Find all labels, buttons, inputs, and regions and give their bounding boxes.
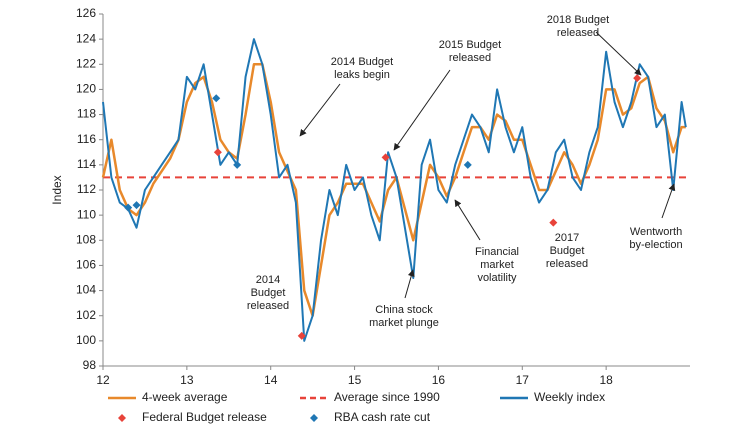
- annotation: released: [546, 258, 588, 270]
- annotation: 2014 Budget: [331, 56, 393, 68]
- legend-label: Average since 1990: [334, 390, 440, 404]
- legend-label: Weekly index: [534, 390, 605, 404]
- series-line: [102, 38, 687, 342]
- annotation: 2014: [256, 274, 280, 286]
- y-tick-label: 102: [76, 308, 96, 322]
- annotation: market plunge: [369, 317, 439, 329]
- annotation: 2018 Budget: [547, 14, 609, 26]
- annotation: China stock: [375, 304, 433, 316]
- marker: [381, 153, 390, 162]
- marker: [463, 160, 472, 169]
- marker: [297, 331, 306, 340]
- annotation: Wentworth: [630, 226, 682, 238]
- x-tick-label: 12: [96, 373, 110, 387]
- y-tick-label: 116: [77, 132, 96, 146]
- marker: [549, 218, 558, 227]
- annotation: Budget: [550, 245, 585, 257]
- marker: [233, 160, 242, 169]
- annotation: market: [480, 259, 514, 271]
- y-axis-label: Index: [50, 175, 64, 204]
- annotation-arrow: [661, 183, 676, 219]
- y-tick-label: 114: [77, 157, 96, 171]
- annotation: Financial: [475, 246, 519, 258]
- y-tick-label: 106: [76, 258, 96, 272]
- y-tick-label: 122: [76, 56, 96, 70]
- annotation-arrow: [299, 83, 341, 137]
- annotation: released: [557, 27, 599, 39]
- marker: [633, 74, 642, 83]
- annotation: released: [449, 52, 491, 64]
- x-tick-label: 13: [180, 373, 194, 387]
- x-tick-label: 15: [348, 373, 362, 387]
- series-line: [101, 63, 686, 317]
- x-tick-label: 14: [264, 373, 278, 387]
- legend-swatch: [118, 414, 126, 422]
- marker: [132, 201, 141, 210]
- y-tick-label: 124: [76, 31, 96, 45]
- y-tick-label: 104: [76, 283, 96, 297]
- annotation: leaks begin: [334, 69, 390, 81]
- y-tick-label: 118: [77, 107, 96, 121]
- y-tick-label: 112: [77, 182, 96, 196]
- y-tick-label: 110: [77, 207, 96, 221]
- annotation-arrow: [595, 31, 642, 76]
- y-tick-label: 98: [83, 358, 97, 372]
- marker: [124, 203, 133, 212]
- y-tick-label: 108: [76, 232, 96, 246]
- annotation: by-election: [629, 239, 682, 251]
- annotation-arrow: [454, 199, 481, 241]
- annotation: 2015 Budget: [439, 39, 501, 51]
- marker: [213, 148, 222, 157]
- legend-label: RBA cash rate cut: [334, 410, 431, 424]
- y-tick-label: 126: [76, 6, 96, 20]
- annotation: volatility: [477, 272, 517, 284]
- annotation-arrow: [393, 69, 451, 151]
- annotation: released: [247, 300, 289, 312]
- x-tick-label: 16: [432, 373, 446, 387]
- annotation: 2017: [555, 232, 579, 244]
- annotation-arrow: [404, 269, 415, 299]
- y-tick-label: 100: [76, 333, 96, 347]
- y-tick-label: 120: [76, 82, 96, 96]
- legend-label: 4-week average: [142, 390, 228, 404]
- marker: [212, 94, 221, 103]
- legend-swatch: [310, 414, 318, 422]
- x-tick-label: 18: [599, 373, 613, 387]
- legend-label: Federal Budget release: [142, 410, 267, 424]
- annotation: Budget: [251, 287, 286, 299]
- x-tick-label: 17: [516, 373, 530, 387]
